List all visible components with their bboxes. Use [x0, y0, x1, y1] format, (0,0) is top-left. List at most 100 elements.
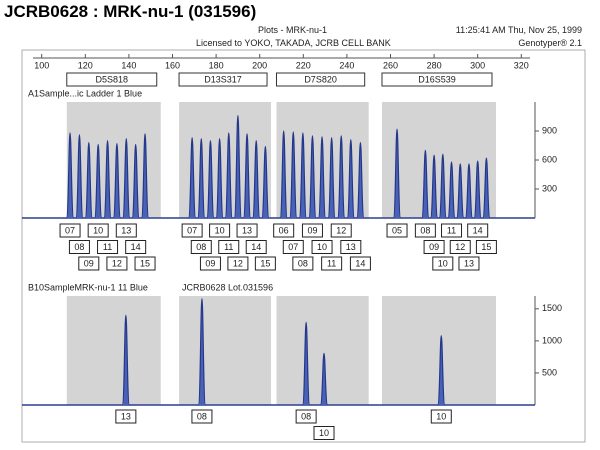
- peak: [392, 128, 402, 219]
- allele-label: 15: [140, 258, 150, 268]
- allele-label: 14: [251, 242, 261, 252]
- allele-label: 10: [215, 225, 225, 235]
- x-tick-label: 120: [78, 60, 93, 70]
- peak: [421, 149, 430, 219]
- allele-label: 13: [464, 258, 474, 268]
- peak: [103, 140, 112, 219]
- y-tick-label: 500: [542, 367, 557, 377]
- peak: [121, 314, 130, 406]
- allele-box: [106, 256, 128, 271]
- software: Genotyper® 2.1: [518, 38, 582, 48]
- allele-label: 14: [131, 242, 141, 252]
- x-tick-label: 160: [165, 60, 180, 70]
- peak: [308, 135, 317, 219]
- allele-label: 08: [301, 411, 311, 421]
- allele-box: [475, 240, 497, 254]
- peak: [122, 138, 131, 219]
- peak: [317, 136, 327, 219]
- allele-label: 12: [112, 258, 122, 268]
- peak: [298, 132, 307, 219]
- marker-name: D7S820: [304, 74, 337, 84]
- allele-box: [218, 240, 240, 254]
- x-tick-label: 140: [121, 60, 136, 70]
- x-tick-label: 220: [296, 60, 311, 70]
- allele-box: [227, 256, 249, 271]
- allele-label: 10: [438, 258, 448, 268]
- panel-note: JCRB0628 Lot.031596: [182, 282, 273, 292]
- allele-label: 06: [279, 225, 289, 235]
- allele-label: 09: [205, 258, 215, 268]
- allele-label: 15: [260, 258, 270, 268]
- x-tick-label: 200: [252, 60, 267, 70]
- allele-label: 13: [121, 411, 131, 421]
- allele-box: [458, 256, 480, 271]
- marker-name: D5S818: [95, 74, 128, 84]
- allele-label: 12: [455, 242, 465, 252]
- peak: [233, 114, 242, 219]
- allele-box: [273, 223, 295, 238]
- peak: [456, 163, 465, 219]
- allele-box: [414, 223, 436, 238]
- allele-box: [115, 223, 137, 238]
- allele-label: 11: [447, 225, 456, 235]
- allele-box: [330, 223, 352, 238]
- y-tick-label: 300: [542, 183, 557, 193]
- x-tick-label: 100: [34, 60, 49, 70]
- allele-box: [430, 409, 452, 424]
- allele-box: [134, 256, 156, 271]
- allele-box: [87, 223, 109, 238]
- marker-name: D16S539: [418, 74, 456, 84]
- allele-box: [423, 240, 445, 254]
- timestamp: 11:25:41 AM Thu, Nov 25, 1999: [455, 25, 582, 35]
- allele-label: 15: [481, 242, 491, 252]
- peak: [279, 130, 288, 219]
- peak: [346, 139, 355, 219]
- allele-label: 08: [197, 411, 207, 421]
- allele-box: [292, 256, 314, 271]
- x-tick-label: 300: [470, 60, 485, 70]
- allele-label: 09: [429, 242, 439, 252]
- allele-box: [295, 409, 317, 424]
- marker-box: [178, 72, 268, 87]
- peak: [140, 133, 150, 219]
- allele-box: [349, 256, 371, 271]
- peak: [224, 132, 233, 219]
- marker-box: [381, 72, 493, 87]
- marker-name: D13S317: [204, 74, 242, 84]
- y-tick-label: 1500: [542, 303, 562, 313]
- allele-label: 07: [187, 225, 197, 235]
- peak: [75, 134, 84, 219]
- x-tick-label: 260: [383, 60, 398, 70]
- x-tick-label: 280: [427, 60, 442, 70]
- peak: [302, 321, 311, 406]
- allele-box: [340, 240, 362, 254]
- panel-title: B10SampleMRK-nu-1 11 Blue: [28, 282, 148, 292]
- allele-box: [78, 256, 100, 271]
- allele-label: 05: [392, 225, 402, 235]
- allele-box: [311, 240, 333, 254]
- allele-box: [467, 223, 489, 238]
- peak: [215, 138, 224, 219]
- y-tick-label: 1000: [542, 335, 562, 345]
- allele-box: [97, 240, 119, 254]
- allele-label: 13: [346, 242, 356, 252]
- peak: [261, 145, 270, 219]
- peak: [131, 143, 140, 219]
- peak: [429, 154, 439, 219]
- allele-label: 10: [93, 225, 103, 235]
- peak: [188, 137, 197, 219]
- allele-label: 09: [307, 225, 317, 235]
- peak: [438, 153, 447, 219]
- marker-range: [66, 296, 161, 405]
- x-tick-label: 180: [209, 60, 224, 70]
- peak: [447, 161, 456, 219]
- allele-label: 10: [436, 411, 446, 421]
- y-tick-label: 600: [542, 154, 557, 164]
- peak: [482, 157, 491, 219]
- peak: [84, 141, 93, 219]
- allele-box: [321, 256, 343, 271]
- allele-box: [125, 240, 147, 254]
- allele-label: 10: [319, 428, 329, 438]
- allele-label: 10: [317, 242, 327, 252]
